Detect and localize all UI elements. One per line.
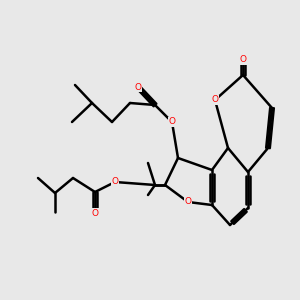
Text: O: O: [239, 56, 247, 64]
Text: O: O: [169, 118, 176, 127]
Text: O: O: [112, 178, 118, 187]
Text: O: O: [134, 82, 142, 91]
Text: O: O: [92, 208, 98, 217]
Text: O: O: [212, 95, 218, 104]
Text: O: O: [184, 197, 191, 206]
